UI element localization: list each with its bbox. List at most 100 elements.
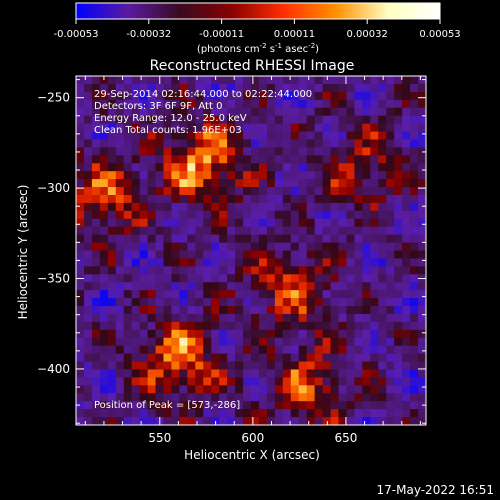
heatmap-cell <box>251 393 260 402</box>
heatmap-cell <box>243 210 252 220</box>
heatmap-cell <box>107 329 117 339</box>
heatmap-cell <box>155 329 164 339</box>
heatmap-cell <box>298 298 307 307</box>
heatmap-cell <box>290 83 300 93</box>
heatmap-cell <box>410 337 419 346</box>
heatmap-cell <box>115 99 125 109</box>
heatmap-cell <box>243 139 252 148</box>
heatmap-cell <box>330 298 339 307</box>
heatmap-cell <box>282 179 292 188</box>
heatmap-cell <box>123 107 132 116</box>
heatmap-cell <box>418 226 426 235</box>
heatmap-cell <box>227 210 236 220</box>
heatmap-cell <box>91 282 101 291</box>
heatmap-cell <box>354 329 363 339</box>
heatmap-cell <box>115 226 125 235</box>
heatmap-cell <box>314 163 323 172</box>
heatmap-cell <box>290 290 300 299</box>
heatmap-cell <box>314 226 323 235</box>
heatmap-cell <box>314 147 323 156</box>
heatmap-cell <box>306 202 315 212</box>
heatmap-cell <box>171 115 180 124</box>
heatmap-cell <box>362 313 371 323</box>
heatmap-cell <box>187 226 196 235</box>
heatmap-cell <box>330 409 339 418</box>
heatmap-cell <box>115 369 125 378</box>
heatmap-cell <box>131 306 140 315</box>
heatmap-cell <box>179 282 188 291</box>
heatmap-cell <box>115 187 125 196</box>
heatmap-cell <box>402 91 411 101</box>
heatmap-cell <box>338 337 347 346</box>
heatmap-cell <box>195 83 204 93</box>
heatmap-cell <box>274 321 284 331</box>
heatmap-cell <box>179 298 188 307</box>
heatmap-cell <box>298 385 307 394</box>
heatmap-cell <box>290 131 300 140</box>
heatmap-cell <box>235 306 244 315</box>
heatmap-cell <box>139 369 148 378</box>
heatmap-cell <box>211 234 220 243</box>
heatmap-cell <box>195 377 204 386</box>
heatmap-cell <box>251 337 260 346</box>
heatmap-cell <box>235 163 244 172</box>
heatmap-cell <box>354 123 363 132</box>
heatmap-cell <box>338 76 347 85</box>
heatmap-cell <box>155 218 164 227</box>
heatmap-cell <box>370 282 379 291</box>
heatmap-cell <box>418 385 426 394</box>
heatmap-cell <box>370 194 379 204</box>
heatmap-cell <box>282 218 292 227</box>
heatmap-cell <box>139 361 148 370</box>
heatmap-cell <box>243 298 252 307</box>
heatmap-cell <box>394 361 403 370</box>
heatmap-cell <box>91 361 101 370</box>
heatmap-cell <box>83 123 93 132</box>
heatmap-cell <box>346 298 355 307</box>
heatmap-cell <box>282 393 292 402</box>
heatmap-cell <box>362 226 371 235</box>
heatmap-cell <box>290 107 300 116</box>
heatmap-cell <box>227 147 236 156</box>
heatmap-cell <box>91 99 101 109</box>
heatmap-cell <box>266 313 276 323</box>
heatmap-cell <box>139 194 148 204</box>
heatmap-cell <box>235 99 244 109</box>
heatmap-cell <box>91 393 101 402</box>
heatmap-cell <box>378 139 387 148</box>
heatmap-cell <box>418 417 426 425</box>
heatmap-cell <box>219 234 228 243</box>
heatmap-cell <box>211 274 220 283</box>
heatmap-cell <box>251 99 260 109</box>
heatmap-cell <box>402 139 411 148</box>
axis-ticks: 550 600 650−250−300−350−400 <box>37 76 426 445</box>
heatmap-cell <box>131 337 140 346</box>
heatmap-cell <box>179 187 188 196</box>
heatmap-cell <box>258 99 268 109</box>
heatmap-cell <box>338 139 347 148</box>
heatmap-cell <box>378 194 387 204</box>
heatmap-cell <box>195 266 204 275</box>
heatmap-cell <box>179 337 188 346</box>
heatmap-cell <box>187 179 196 188</box>
heatmap-cell <box>306 306 315 315</box>
heatmap-cell <box>203 313 212 323</box>
heatmap-cell <box>418 115 426 124</box>
heatmap-cell <box>243 250 252 259</box>
heatmap-cell <box>99 76 109 85</box>
heatmap-cell <box>306 313 315 323</box>
heatmap-cell <box>354 99 363 109</box>
heatmap-cell <box>251 202 260 212</box>
heatmap-cell <box>219 290 228 299</box>
heatmap-cell <box>354 147 363 156</box>
heatmap-cell <box>131 226 140 235</box>
heatmap-cell <box>179 123 188 132</box>
heatmap-cell <box>370 99 379 109</box>
heatmap-cell <box>330 187 339 196</box>
heatmap-cell <box>251 76 260 85</box>
heatmap-cell <box>227 187 236 196</box>
heatmap-cell <box>243 306 252 315</box>
heatmap-cell <box>123 210 132 220</box>
heatmap-cell <box>290 179 300 188</box>
heatmap-cell <box>99 337 109 346</box>
